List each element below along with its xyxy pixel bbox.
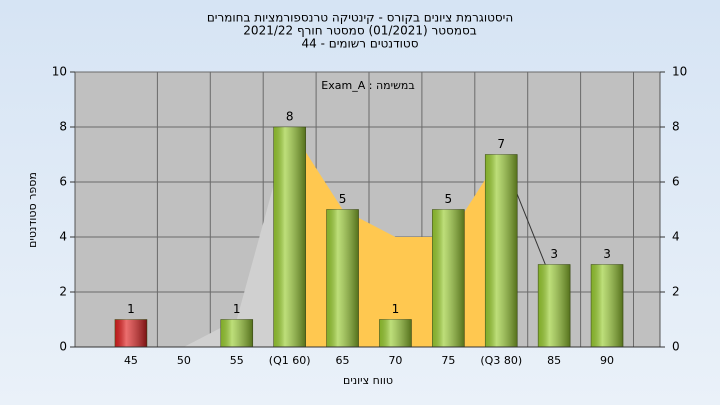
bar-shading — [114, 319, 147, 347]
data-label: 8 — [286, 110, 294, 124]
x-tick-label: 65 — [336, 354, 350, 367]
subtitle: סטודנטים רשומים - 44 — [301, 37, 418, 51]
x-tick-label: 85 — [547, 354, 561, 367]
data-label: 3 — [550, 247, 558, 261]
y2-tick-label: 10 — [672, 65, 687, 79]
x-tick-label: 45 — [124, 354, 138, 367]
y-axis-label: מספר סטודנטים — [26, 172, 39, 248]
bar-shading — [432, 209, 465, 347]
bar-shading — [273, 127, 306, 347]
x-tick-label: 70 — [388, 354, 402, 367]
y-tick-label: 6 — [59, 175, 67, 189]
y2-tick-label: 8 — [672, 120, 680, 134]
y-tick-label: 2 — [59, 285, 67, 299]
data-label: 3 — [603, 247, 611, 261]
bar-shading — [591, 264, 624, 347]
bar-shading — [326, 209, 359, 347]
lower-tail-area — [183, 127, 290, 347]
x-tick-label: (Q1 60) — [269, 354, 311, 367]
x-tick-label: 75 — [441, 354, 455, 367]
bar-shading — [220, 319, 253, 347]
data-label: 1 — [233, 302, 241, 316]
x-tick-label: (Q3 80) — [480, 354, 522, 367]
y-tick-label: 10 — [52, 65, 67, 79]
bar-shading — [485, 154, 518, 347]
y2-tick-label: 6 — [672, 175, 680, 189]
x-axis-label: טווח ציונים — [343, 374, 393, 387]
subtitle: בסמסטר (01/2021) סמסטר חורף 2021/22 — [243, 24, 476, 38]
annotation: במשימה : Exam_A — [321, 79, 414, 92]
data-label: 7 — [497, 137, 505, 151]
x-tick-label: 90 — [600, 354, 614, 367]
y-tick-label: 0 — [59, 340, 67, 354]
data-label: 5 — [445, 192, 453, 206]
data-label: 1 — [392, 302, 400, 316]
y2-tick-label: 4 — [672, 230, 680, 244]
x-tick-label: 50 — [177, 354, 191, 367]
y-tick-label: 4 — [59, 230, 67, 244]
bar-shading — [379, 319, 412, 347]
bar-shading — [538, 264, 571, 347]
chart-title: היסטוגרמת ציונים בקורס - קינטיקה טרנספור… — [207, 11, 513, 25]
data-label: 1 — [127, 302, 135, 316]
x-tick-label: 55 — [230, 354, 244, 367]
data-label: 5 — [339, 192, 347, 206]
y2-tick-label: 0 — [672, 340, 680, 354]
y-tick-label: 8 — [59, 120, 67, 134]
y2-tick-label: 2 — [672, 285, 680, 299]
